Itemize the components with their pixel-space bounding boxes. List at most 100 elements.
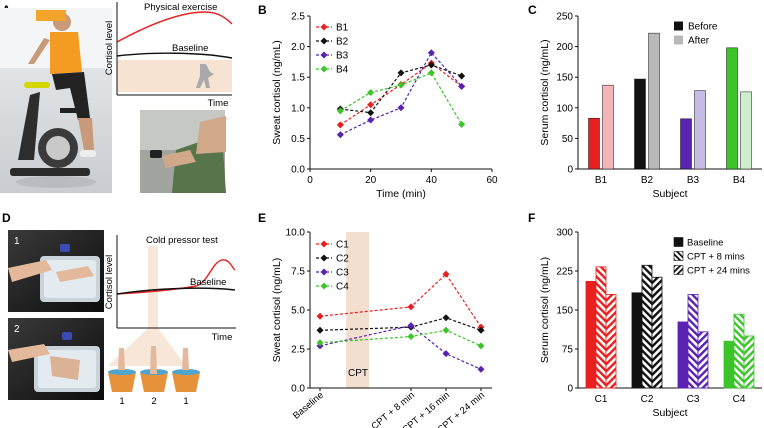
cpt-band bbox=[346, 232, 369, 388]
data-point bbox=[458, 120, 466, 128]
cold-pressor-schematic: Cold pressor test Baseline Cortisol leve… bbox=[104, 235, 236, 407]
legend-swatch bbox=[674, 35, 683, 45]
exercise-photo bbox=[0, 8, 112, 193]
data-point bbox=[427, 69, 435, 77]
bar bbox=[680, 118, 692, 170]
x-tick-label: B2 bbox=[641, 175, 654, 186]
phone-user-photo bbox=[140, 110, 226, 193]
sweat-sensor-icon bbox=[62, 332, 72, 340]
data-point bbox=[407, 303, 415, 311]
runner-icon bbox=[196, 64, 214, 88]
bar bbox=[694, 90, 706, 170]
legend-marker bbox=[320, 254, 328, 262]
bar bbox=[743, 335, 755, 389]
x-tick-label: B4 bbox=[733, 175, 746, 186]
cortisol-axis-label: Cortisol level bbox=[104, 255, 115, 309]
panel-d: D 1 2 Cold pressor test Bas bbox=[2, 211, 236, 407]
legend-label: Baseline bbox=[687, 238, 723, 249]
bar bbox=[602, 84, 614, 170]
legend-marker bbox=[320, 51, 328, 59]
data-point bbox=[367, 109, 375, 117]
legend-marker bbox=[320, 282, 328, 290]
bar bbox=[687, 293, 699, 389]
data-point bbox=[336, 121, 344, 129]
chart-panel-b: 0.0 0.5 1.0 1.5 2.0 2.5 Sweat cortisol (ng/mL)… bbox=[271, 12, 498, 201]
bar bbox=[595, 266, 607, 389]
y-tick-label: 2.5 bbox=[291, 12, 305, 23]
panel-letter-c: C bbox=[528, 3, 537, 17]
bar bbox=[651, 276, 663, 389]
y-tick-label: 7.5 bbox=[291, 267, 305, 278]
y-tick-label: 300 bbox=[556, 228, 573, 239]
sweat-sensor-icon bbox=[60, 244, 70, 252]
cpt-title: Cold pressor test bbox=[146, 235, 218, 246]
exercise-curve-label: Physical exercise bbox=[144, 2, 217, 13]
y-axis-title: Serum cortisol (ng/mL) bbox=[539, 257, 551, 363]
y-tick-label: 150 bbox=[556, 73, 573, 84]
legend-swatch bbox=[673, 265, 684, 275]
bucket-label: 2 bbox=[151, 396, 156, 407]
y-tick-label: 200 bbox=[556, 42, 573, 53]
baseline-curve bbox=[116, 52, 233, 59]
chart-panel-e: CPT 0.0 2.5 5.0 7.5 10.0 Sweat cortisol (ng/mL… bbox=[271, 228, 492, 428]
baseline-curve bbox=[116, 287, 236, 295]
series-line bbox=[319, 329, 482, 347]
y-tick-label: 10.0 bbox=[286, 228, 306, 239]
data-point bbox=[442, 350, 450, 358]
y-tick-label: 0.0 bbox=[291, 165, 305, 176]
baseline-curve-label: Baseline bbox=[190, 277, 226, 288]
bar bbox=[585, 280, 597, 389]
cpt-band-label: CPT bbox=[348, 368, 368, 379]
x-axis-title: Subject bbox=[652, 407, 687, 419]
time-axis-label: Time bbox=[212, 332, 233, 343]
x-tick-label: C3 bbox=[687, 394, 700, 405]
legend-marker bbox=[320, 23, 328, 31]
legend-label: B4 bbox=[336, 65, 349, 76]
data-point bbox=[336, 131, 344, 139]
legend-marker bbox=[320, 240, 328, 248]
legend-label: Before bbox=[688, 22, 718, 33]
y-axis-title: Sweat cortisol (ng/mL) bbox=[271, 258, 283, 362]
data-point bbox=[367, 116, 375, 124]
exercise-window bbox=[117, 60, 232, 92]
bar bbox=[677, 321, 689, 389]
bar bbox=[723, 340, 735, 389]
legend-label: C3 bbox=[336, 268, 349, 279]
data-point bbox=[477, 342, 485, 350]
data-point bbox=[477, 365, 485, 373]
exercise-schematic: Physical exercise Baseline Cortisol leve… bbox=[104, 2, 233, 109]
hand-photo-1: 1 bbox=[8, 230, 104, 312]
x-tick-label: C1 bbox=[595, 394, 608, 405]
data-point bbox=[427, 49, 435, 57]
bar bbox=[726, 47, 738, 170]
photo-label-2: 2 bbox=[14, 324, 20, 335]
y-tick-label: 0.0 bbox=[291, 384, 305, 395]
data-point bbox=[316, 312, 324, 320]
bar bbox=[588, 117, 600, 170]
series-line bbox=[340, 51, 463, 136]
y-tick-label: 100 bbox=[556, 103, 573, 114]
y-axis-title: Serum cortisol (ng/mL) bbox=[539, 39, 551, 145]
y-tick-label: 1.5 bbox=[291, 73, 305, 84]
bucket-label: 1 bbox=[119, 396, 124, 407]
chart-panel-f: 0 75 150 225 300 Serum cortisol (ng/mL) Subjec… bbox=[539, 228, 762, 419]
legend-label: C2 bbox=[336, 254, 349, 265]
y-tick-label: 2.5 bbox=[291, 345, 305, 356]
x-tick-label: B3 bbox=[687, 175, 700, 186]
legend-label: B3 bbox=[336, 51, 349, 62]
y-axis-title: Sweat cortisol (ng/mL) bbox=[271, 40, 283, 144]
bar bbox=[733, 313, 745, 389]
panel-letter-b: B bbox=[258, 3, 267, 17]
face-blur-icon bbox=[36, 10, 66, 21]
bucket-icon: 1 bbox=[108, 348, 136, 407]
data-point bbox=[442, 270, 450, 278]
legend-label: CPT + 24 mins bbox=[687, 266, 750, 277]
y-tick-label: 150 bbox=[556, 306, 573, 317]
series-line bbox=[319, 317, 482, 331]
bucket-icon: 1 bbox=[172, 348, 200, 407]
x-tick-label: C4 bbox=[733, 394, 746, 405]
bar bbox=[740, 91, 752, 170]
panel-letter-f: F bbox=[528, 211, 535, 225]
y-tick-label: 5.0 bbox=[291, 306, 305, 317]
